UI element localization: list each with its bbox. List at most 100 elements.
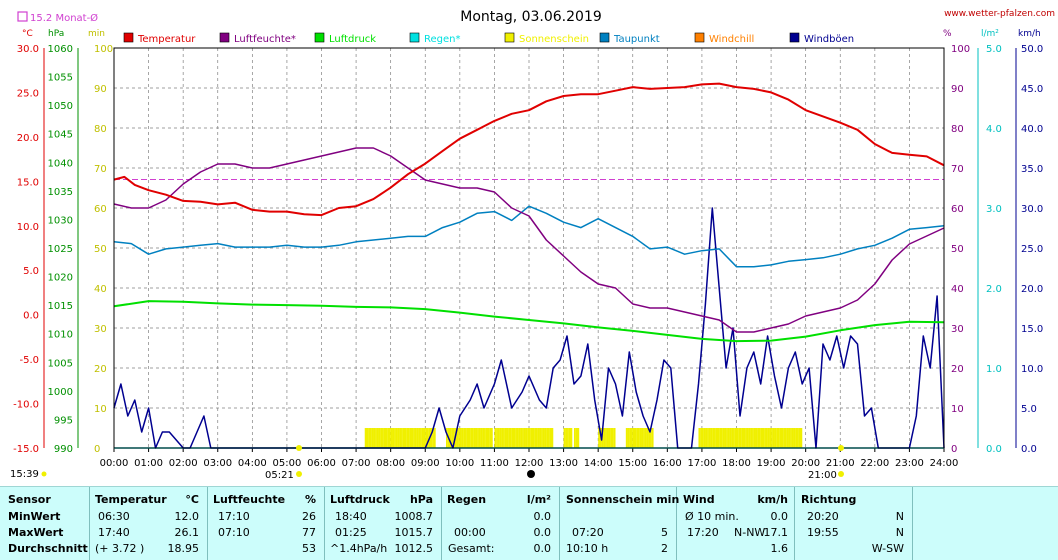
sunshine-bar bbox=[376, 428, 379, 448]
sunshine-bar bbox=[539, 428, 542, 448]
series-line-luftfeuchte bbox=[113, 147, 945, 333]
unit-pressure: hPa bbox=[48, 29, 64, 39]
sunshine-bar bbox=[425, 428, 428, 448]
x-tick-label: 07:00 bbox=[342, 458, 371, 469]
legend-swatch-0 bbox=[123, 32, 134, 43]
x-tick-label: 17:00 bbox=[688, 458, 717, 469]
x-tick-label: 10:00 bbox=[445, 458, 474, 469]
sunshine-bar bbox=[563, 428, 566, 448]
legend-label-2: Luftdruck bbox=[329, 34, 376, 45]
tick-pressure_hpa: 1015 bbox=[48, 301, 73, 312]
sunshine-bar bbox=[468, 428, 471, 448]
sunshine-bar bbox=[771, 428, 773, 448]
tick-pressure_hpa: 1020 bbox=[48, 273, 73, 284]
sunshine-bar bbox=[388, 428, 391, 448]
sunshine-bar bbox=[452, 428, 455, 448]
tick-wind_kmh: 0.0 bbox=[1021, 444, 1037, 455]
stats-press-unit: hPa bbox=[409, 493, 433, 506]
sunshine-bar bbox=[764, 428, 766, 448]
sunshine-bar bbox=[767, 428, 770, 448]
sunshine-bar bbox=[466, 428, 469, 448]
sunshine-bar bbox=[567, 428, 569, 448]
sunshine-bar bbox=[631, 428, 633, 448]
stats-col-sensor: Sensor MinWert MaxWert Durchschnitt bbox=[0, 487, 90, 560]
sunshine-bar bbox=[423, 428, 426, 448]
stats-temp-unit: °C bbox=[185, 493, 199, 506]
stats-press-max-time: 01:25 bbox=[335, 526, 367, 539]
stats-hum-max-time: 07:10 bbox=[218, 526, 250, 539]
sunshine-bar bbox=[527, 428, 530, 448]
tick-sunshine_min: 0 bbox=[94, 444, 100, 455]
sunshine-bar bbox=[432, 428, 434, 448]
tick-pressure_hpa: 995 bbox=[54, 415, 73, 426]
stats-temp-min-val: 12.0 bbox=[174, 510, 200, 523]
sunshine-bar bbox=[473, 428, 476, 448]
legend-swatch-1 bbox=[219, 32, 230, 43]
x-tick-label: 01:00 bbox=[134, 458, 163, 469]
tick-sunshine_min: 70 bbox=[94, 164, 107, 175]
sunshine-bar bbox=[490, 428, 493, 448]
stats-sun-header: Sonnenschein min bbox=[566, 493, 680, 506]
sunshine-bar bbox=[404, 428, 407, 448]
sunshine-bar bbox=[482, 428, 485, 448]
sunshine-bar bbox=[729, 428, 732, 448]
sunshine-bar bbox=[503, 428, 505, 448]
sunshine-bar bbox=[368, 428, 370, 448]
tick-pressure_hpa: 1005 bbox=[48, 358, 73, 369]
sunshine-bar bbox=[779, 428, 782, 448]
tick-wind_kmh: 5.0 bbox=[1021, 404, 1037, 415]
stats-sun-max-val: 5 bbox=[661, 526, 668, 539]
x-tick-label: 06:00 bbox=[307, 458, 336, 469]
sunshine-bar bbox=[641, 428, 644, 448]
tick-pressure_hpa: 1000 bbox=[48, 387, 73, 398]
sunshine-bar bbox=[720, 428, 723, 448]
sunshine-bar bbox=[485, 428, 488, 448]
sunshine-bar bbox=[496, 428, 498, 448]
site-url[interactable]: www.wetter-pfalzen.com bbox=[944, 9, 1055, 19]
unit-humidity: % bbox=[943, 29, 952, 39]
x-tick-label: 02:00 bbox=[169, 458, 198, 469]
sunshine-bar bbox=[741, 428, 744, 448]
sunshine-bar bbox=[413, 428, 415, 448]
sunshine-bar bbox=[426, 428, 429, 448]
tick-wind_kmh: 35.0 bbox=[1021, 164, 1043, 175]
sunshine-bar bbox=[385, 428, 388, 448]
sunshine-bar bbox=[551, 428, 554, 448]
sunshine-bar bbox=[506, 428, 509, 448]
sunshine-bar bbox=[762, 428, 765, 448]
unit-rain: l/m² bbox=[981, 29, 999, 39]
stats-temp-avg-note: (+ 3.72 ) bbox=[95, 542, 145, 555]
x-tick-label: 20:00 bbox=[791, 458, 820, 469]
sunshine-bar bbox=[776, 428, 779, 448]
sunshine-bar bbox=[383, 428, 386, 448]
tick-pressure_hpa: 990 bbox=[54, 444, 73, 455]
stats-sun-max-time: 07:20 bbox=[572, 526, 604, 539]
stats-max-label: MaxWert bbox=[8, 526, 64, 539]
x-tick-label: 05:00 bbox=[273, 458, 302, 469]
tick-sunshine_min: 90 bbox=[94, 84, 107, 95]
sunshine-bar bbox=[451, 428, 453, 448]
tick-sunshine_min: 80 bbox=[94, 124, 107, 135]
tick-sunshine_min: 10 bbox=[94, 404, 107, 415]
stats-temp-max-val: 26.1 bbox=[174, 526, 200, 539]
x-tick-label: 23:00 bbox=[895, 458, 924, 469]
sunshine-bar bbox=[644, 428, 647, 448]
sunshine-bar bbox=[504, 428, 507, 448]
sunshine-bar bbox=[748, 428, 751, 448]
tick-temperature_c: 25.0 bbox=[17, 88, 39, 99]
sunshine-bar bbox=[724, 428, 727, 448]
sunshine-bar bbox=[783, 428, 785, 448]
legend-label-6: Windchill bbox=[709, 34, 754, 45]
sunshine-bar bbox=[722, 428, 725, 448]
sunshine-bar bbox=[743, 428, 746, 448]
sunshine-bar bbox=[390, 428, 393, 448]
stats-panel: Sensor MinWert MaxWert Durchschnitt Temp… bbox=[0, 486, 1058, 560]
tick-temperature_c: 30.0 bbox=[17, 44, 39, 55]
legend-swatch-7 bbox=[789, 32, 800, 43]
tick-pressure_hpa: 1010 bbox=[48, 330, 73, 341]
sunshine-bar bbox=[800, 428, 803, 448]
stats-hum-max-val: 77 bbox=[302, 526, 316, 539]
sunshine-bar bbox=[409, 428, 412, 448]
sunshine-bar bbox=[784, 428, 787, 448]
sunshine-bar bbox=[734, 428, 737, 448]
